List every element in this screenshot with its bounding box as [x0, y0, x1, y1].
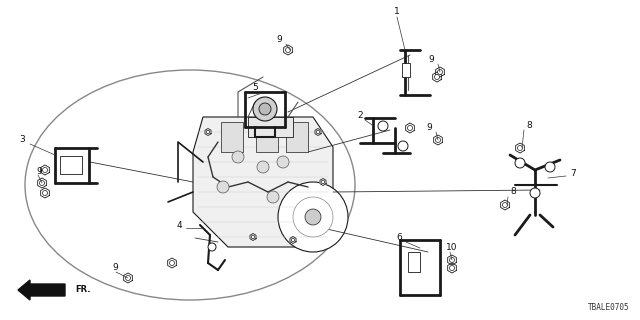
Circle shape: [40, 180, 45, 186]
Polygon shape: [250, 234, 256, 241]
Text: 2: 2: [357, 111, 363, 121]
Text: 6: 6: [396, 234, 402, 243]
Polygon shape: [447, 255, 456, 265]
Circle shape: [217, 181, 229, 193]
Circle shape: [267, 191, 279, 203]
FancyArrow shape: [18, 280, 65, 300]
Circle shape: [42, 190, 47, 196]
Polygon shape: [284, 45, 292, 55]
Circle shape: [170, 260, 175, 266]
Text: 9: 9: [426, 124, 432, 132]
Polygon shape: [205, 129, 211, 135]
Text: TBALE0705: TBALE0705: [588, 303, 630, 312]
Circle shape: [285, 47, 291, 52]
Bar: [256, 122, 278, 152]
Circle shape: [293, 197, 333, 237]
Text: 9: 9: [112, 263, 118, 273]
Circle shape: [206, 130, 210, 134]
Circle shape: [502, 203, 508, 207]
Circle shape: [291, 238, 295, 242]
Polygon shape: [41, 188, 49, 198]
Polygon shape: [434, 135, 442, 145]
Bar: [402, 63, 410, 77]
Bar: [248, 117, 293, 137]
Circle shape: [435, 75, 440, 79]
Bar: [60, 156, 82, 174]
Circle shape: [321, 180, 324, 184]
Text: 4: 4: [177, 220, 182, 229]
Text: 7: 7: [570, 170, 576, 179]
Polygon shape: [500, 200, 509, 210]
Circle shape: [515, 158, 525, 168]
Circle shape: [305, 209, 321, 225]
Polygon shape: [320, 179, 326, 186]
Circle shape: [42, 167, 47, 172]
Circle shape: [435, 138, 440, 142]
Circle shape: [316, 130, 320, 134]
Polygon shape: [406, 123, 414, 133]
Text: 3: 3: [19, 135, 25, 145]
Text: 9: 9: [276, 36, 282, 44]
Polygon shape: [516, 143, 524, 153]
Polygon shape: [315, 129, 321, 135]
Text: 9: 9: [36, 167, 42, 177]
Text: 8: 8: [510, 188, 516, 196]
Circle shape: [518, 146, 522, 150]
Polygon shape: [433, 72, 442, 82]
Polygon shape: [436, 67, 444, 77]
Polygon shape: [124, 273, 132, 283]
Circle shape: [545, 162, 555, 172]
Circle shape: [253, 97, 277, 121]
Text: 5: 5: [252, 84, 258, 92]
Bar: [408, 252, 420, 272]
Circle shape: [278, 182, 348, 252]
Circle shape: [449, 258, 454, 262]
Text: 1: 1: [394, 7, 400, 17]
Text: 9: 9: [428, 55, 434, 65]
Circle shape: [408, 125, 413, 131]
Circle shape: [259, 103, 271, 115]
Bar: [221, 122, 243, 152]
Polygon shape: [41, 165, 49, 175]
Polygon shape: [447, 263, 456, 273]
Circle shape: [257, 161, 269, 173]
Circle shape: [438, 69, 442, 75]
Text: FR.: FR.: [75, 285, 90, 294]
Text: 10: 10: [446, 244, 458, 252]
Circle shape: [530, 188, 540, 198]
Circle shape: [208, 243, 216, 251]
Ellipse shape: [25, 70, 355, 300]
Polygon shape: [168, 258, 177, 268]
Bar: [286, 122, 308, 152]
Circle shape: [449, 266, 454, 270]
Circle shape: [277, 156, 289, 168]
Polygon shape: [193, 117, 333, 247]
Circle shape: [252, 235, 255, 239]
Circle shape: [378, 121, 388, 131]
Circle shape: [125, 276, 131, 281]
Polygon shape: [290, 236, 296, 244]
Text: 8: 8: [526, 122, 532, 131]
Circle shape: [398, 141, 408, 151]
Circle shape: [232, 151, 244, 163]
Polygon shape: [38, 178, 46, 188]
